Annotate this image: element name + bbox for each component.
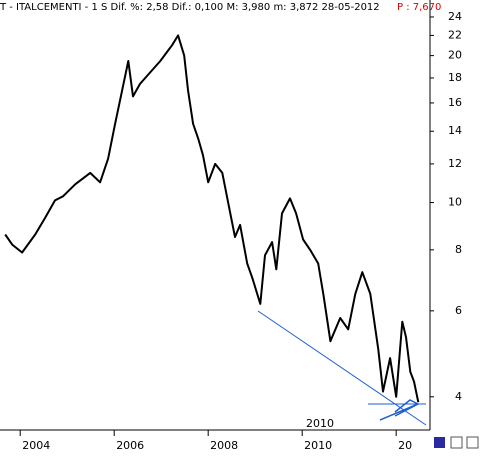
annotation: 2010 (306, 417, 334, 430)
x-tick-label: 2004 (22, 439, 50, 452)
x-tick-label: 2010 (304, 439, 332, 452)
y-tick-label: 22 (448, 28, 462, 41)
chart-title: IT - ITALCEMENTI - 1 S Dif. %: 2,58 Dif.… (0, 2, 380, 13)
close-icon[interactable] (466, 436, 479, 449)
trend-line (257, 310, 427, 426)
x-tick-label: 2006 (116, 439, 144, 452)
save-icon[interactable] (434, 437, 445, 448)
price-label: P : 7,670 (397, 2, 441, 13)
y-tick-label: 4 (455, 390, 462, 403)
arrow-marker (379, 399, 420, 421)
y-tick-label: 14 (448, 124, 462, 137)
y-tick-label: 6 (455, 304, 462, 317)
price-line (4, 34, 420, 403)
y-tick-label: 12 (448, 157, 462, 170)
restore-icon[interactable] (450, 436, 463, 449)
y-tick-label: 16 (448, 96, 462, 109)
x-tick-label: 20 (398, 439, 412, 452)
y-tick-label: 10 (448, 196, 462, 209)
x-tick-label: 2008 (210, 439, 238, 452)
y-tick-label: 8 (455, 243, 462, 256)
y-tick-label: 24 (448, 10, 462, 23)
y-tick-label: 20 (448, 49, 462, 62)
y-tick-label: 18 (448, 71, 462, 84)
